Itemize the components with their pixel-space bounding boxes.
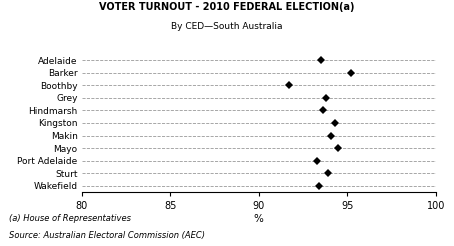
Text: VOTER TURNOUT - 2010 FEDERAL ELECTION(a): VOTER TURNOUT - 2010 FEDERAL ELECTION(a) (99, 2, 355, 13)
Text: By CED—South Australia: By CED—South Australia (171, 22, 283, 31)
Text: Source: Australian Electoral Commission (AEC): Source: Australian Electoral Commission … (9, 231, 205, 240)
X-axis label: %: % (254, 214, 264, 224)
Text: (a) House of Representatives: (a) House of Representatives (9, 214, 131, 223)
